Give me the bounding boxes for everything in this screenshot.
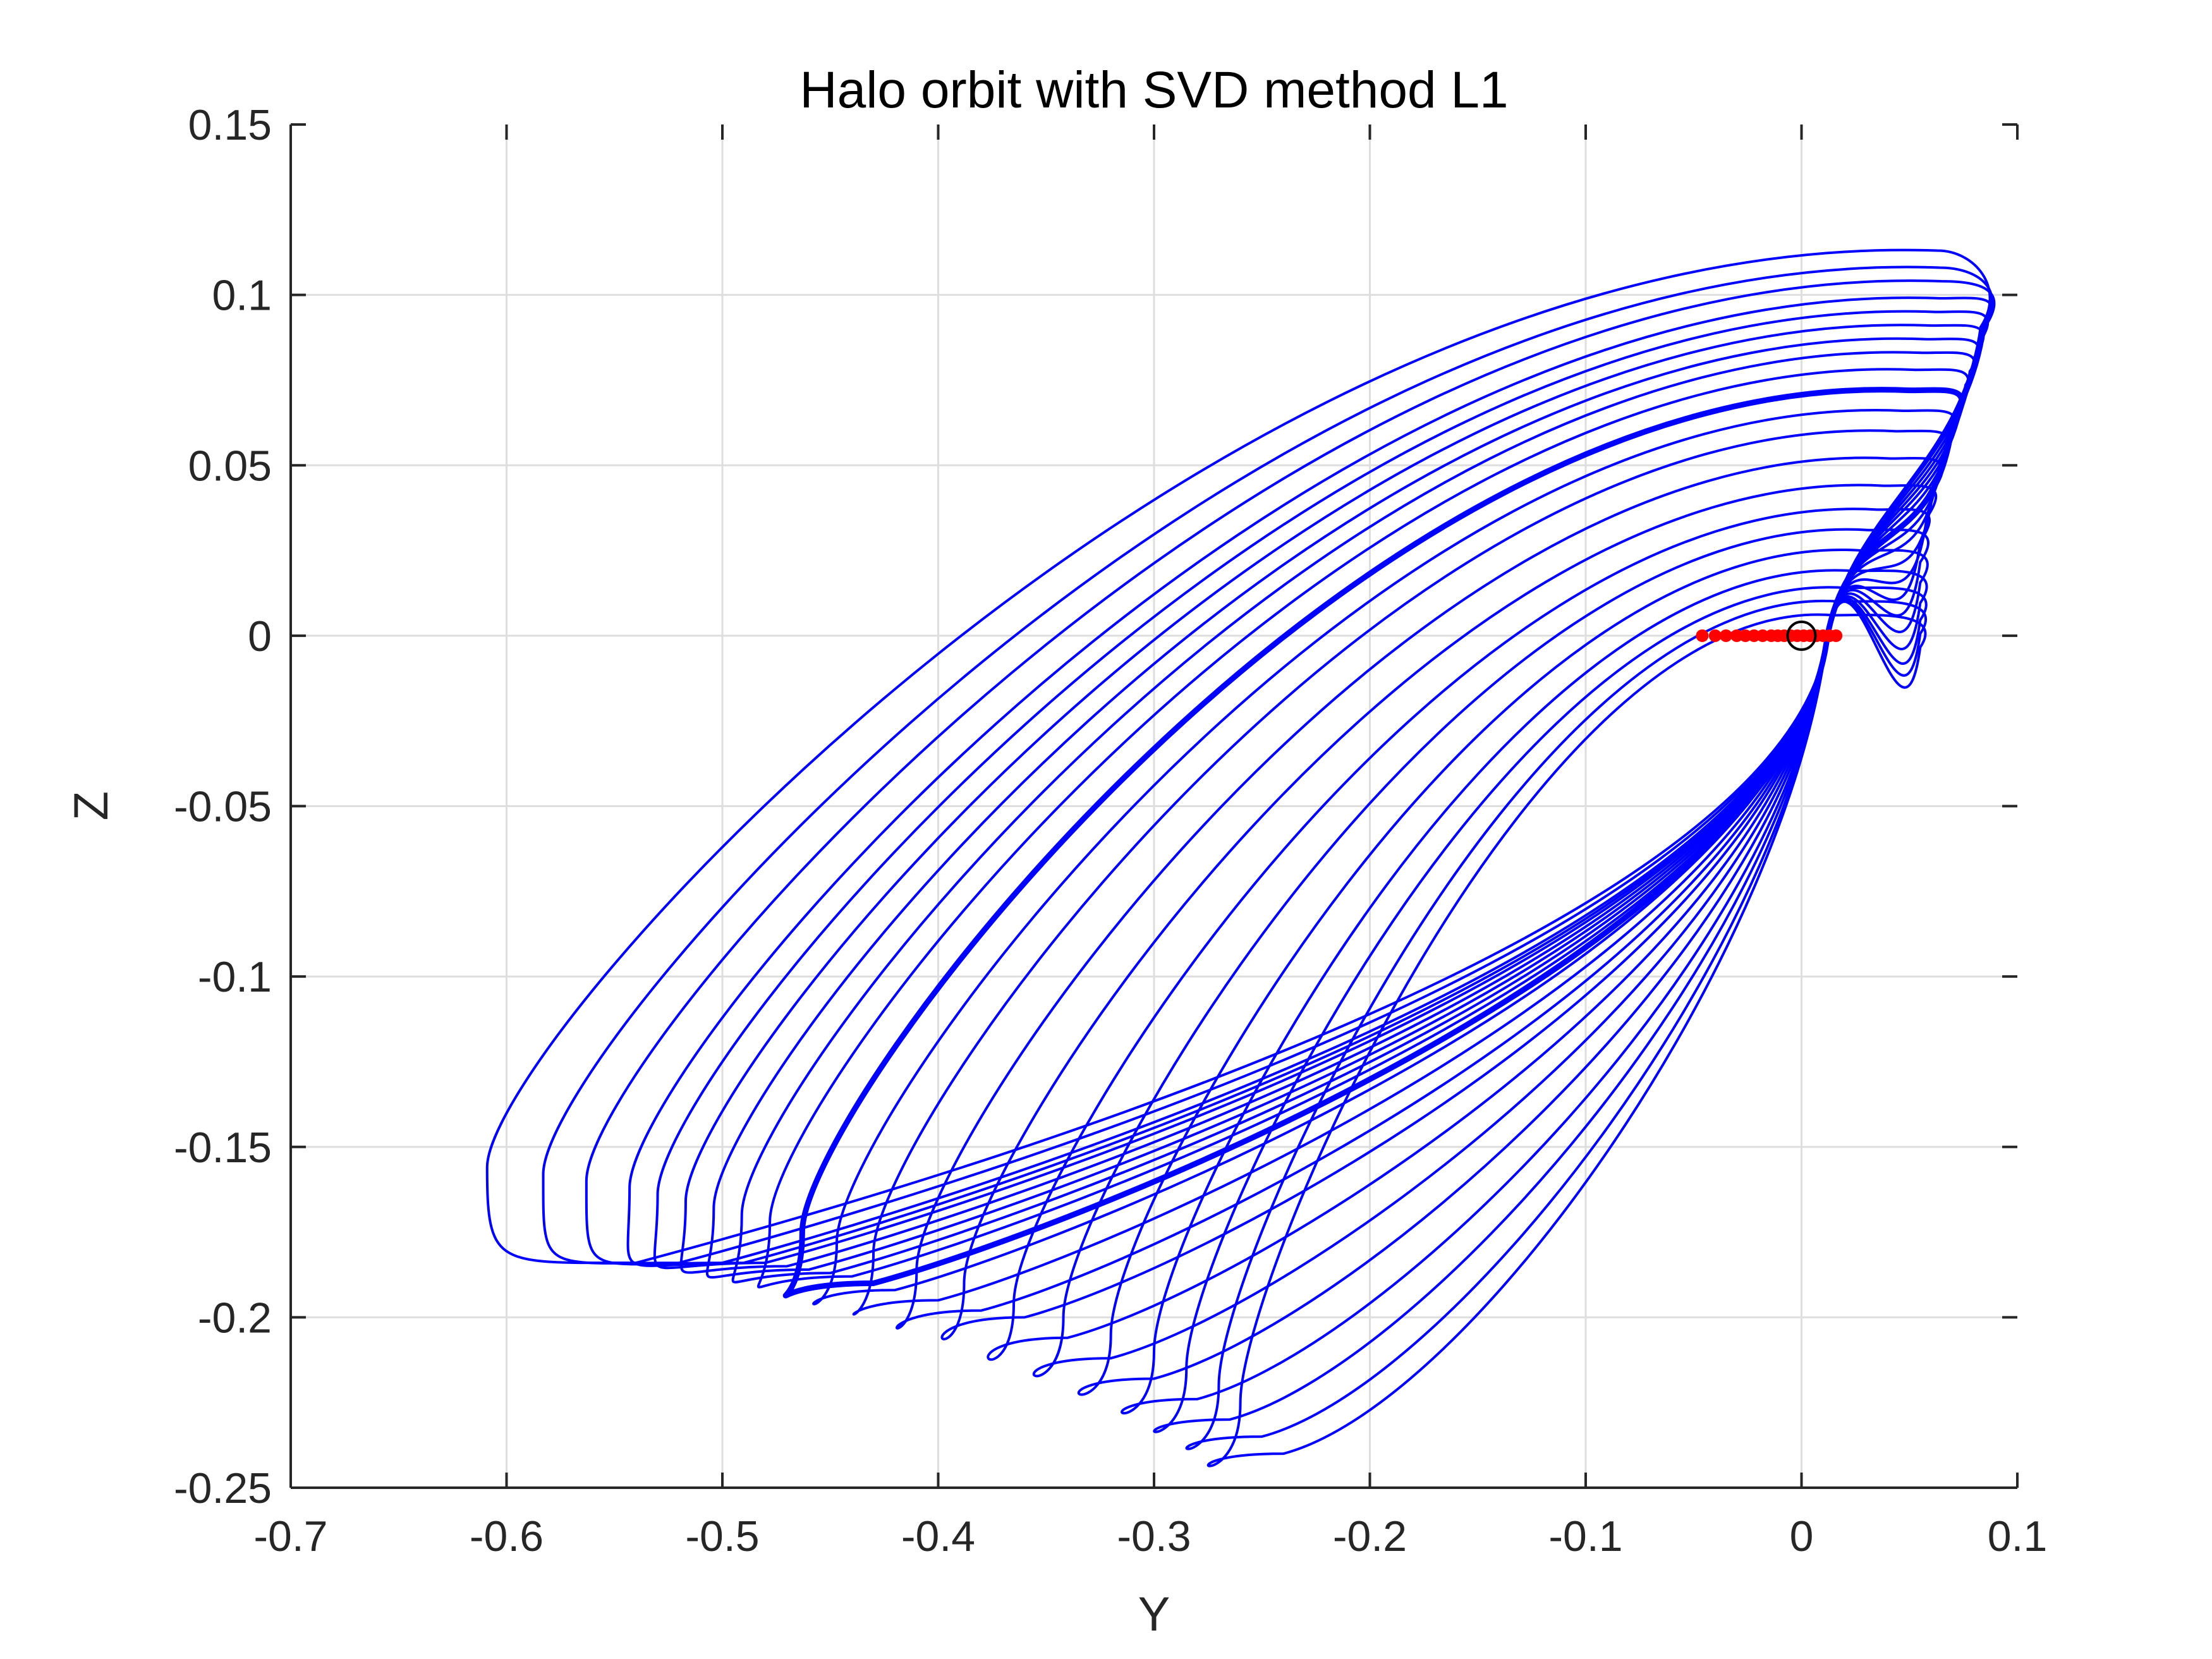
y-tick-label: -0.25: [174, 1464, 272, 1512]
y-tick-label: -0.15: [174, 1124, 272, 1172]
red-point: [1830, 629, 1843, 642]
x-axis-label: Y: [1138, 1588, 1170, 1641]
x-tick-label: -0.5: [685, 1512, 759, 1560]
y-tick-label: 0: [248, 612, 272, 660]
x-tick-label: -0.4: [901, 1512, 975, 1560]
orbit-line: [1077, 549, 1929, 1396]
orbit-line: [1206, 600, 1927, 1468]
red-point: [1719, 629, 1732, 642]
tick-labels: -0.7 -0.6 -0.5 -0.4 -0.3 -0.2 -0.1 0 0.1 -0.25 -0.…: [174, 101, 2047, 1560]
orbit-line: [940, 483, 1938, 1340]
x-tick-label: -0.3: [1117, 1512, 1191, 1560]
orbit-line: [1032, 528, 1929, 1378]
lagrange-point-marker: [1786, 620, 1817, 651]
x-tick-label: -0.2: [1333, 1512, 1407, 1560]
orbit-line: [757, 368, 1970, 1289]
y-tick-label: -0.2: [198, 1294, 272, 1342]
orbit-series: [485, 248, 1996, 1468]
orbit-line: [1121, 569, 1928, 1415]
orbit-line: [782, 387, 1965, 1299]
y-tick-label: 0.15: [188, 101, 272, 149]
y-tick-label: 0.05: [188, 442, 272, 490]
orbit-line: [653, 310, 1989, 1270]
red-point: [1708, 629, 1722, 642]
y-tick-label: -0.05: [174, 783, 272, 831]
x-tick-label: -0.7: [253, 1512, 327, 1560]
y-tick-label: -0.1: [198, 953, 272, 1001]
grid-lines: [291, 125, 2017, 1488]
orbit-line: [705, 337, 1981, 1279]
orbit-line: [626, 296, 1993, 1267]
orbit-line: [731, 351, 1976, 1284]
marker-series: [1696, 620, 1843, 651]
x-tick-label: 0.1: [1988, 1512, 2048, 1560]
x-tick-label: -0.1: [1548, 1512, 1622, 1560]
red-point: [1696, 629, 1709, 642]
chart-title: Halo orbit with SVD method L1: [799, 61, 1508, 119]
y-axis-label: Z: [64, 791, 118, 820]
x-tick-label: 0: [1790, 1512, 1814, 1560]
orbit-line: [812, 408, 1957, 1306]
orbit-line: [1185, 599, 1927, 1450]
y-tick-label: 0.1: [212, 272, 272, 320]
axes: [289, 123, 2019, 1489]
x-tick-label: -0.6: [470, 1512, 544, 1560]
